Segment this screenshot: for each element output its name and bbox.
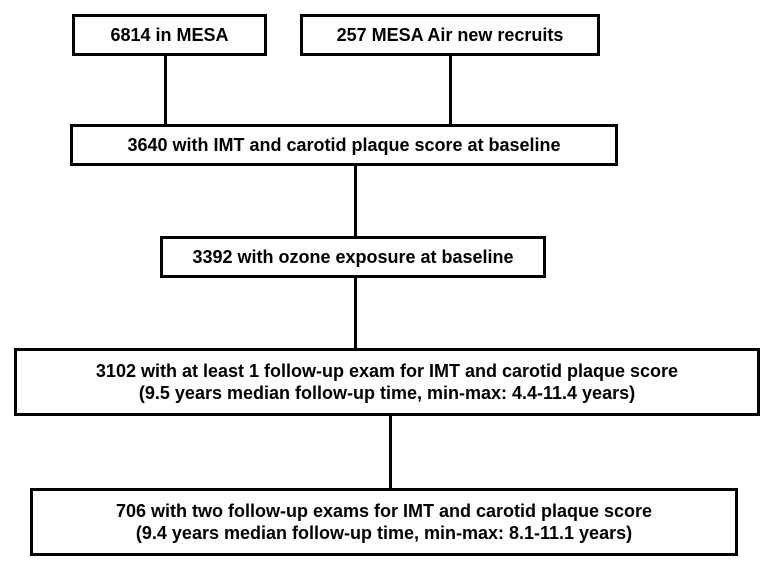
edge-n3-n4 <box>354 166 357 236</box>
node-followup-706: 706 with two follow-up exams for IMT and… <box>30 488 738 556</box>
node-text: 3640 with IMT and carotid plaque score a… <box>127 134 560 157</box>
flowchart-canvas: 6814 in MESA 257 MESA Air new recruits 3… <box>0 0 780 587</box>
edge-n5-n6 <box>389 416 392 488</box>
edge-n4-n5 <box>354 278 357 348</box>
node-followup-3102: 3102 with at least 1 follow-up exam for … <box>14 348 760 416</box>
node-text: 257 MESA Air new recruits <box>337 24 564 47</box>
node-text: (9.5 years median follow-up time, min-ma… <box>139 382 635 405</box>
node-mesa-air-257: 257 MESA Air new recruits <box>300 14 600 56</box>
node-text: 706 with two follow-up exams for IMT and… <box>116 500 652 523</box>
node-text: 3392 with ozone exposure at baseline <box>192 246 513 269</box>
node-text: 6814 in MESA <box>110 24 228 47</box>
node-text: (9.4 years median follow-up time, min-ma… <box>136 522 632 545</box>
node-text: 3102 with at least 1 follow-up exam for … <box>96 360 678 383</box>
node-imt-baseline-3640: 3640 with IMT and carotid plaque score a… <box>70 124 618 166</box>
edge-n1-n3 <box>164 56 167 124</box>
edge-n2-n3 <box>449 56 452 124</box>
node-ozone-3392: 3392 with ozone exposure at baseline <box>160 236 546 278</box>
node-mesa-6814: 6814 in MESA <box>72 14 267 56</box>
